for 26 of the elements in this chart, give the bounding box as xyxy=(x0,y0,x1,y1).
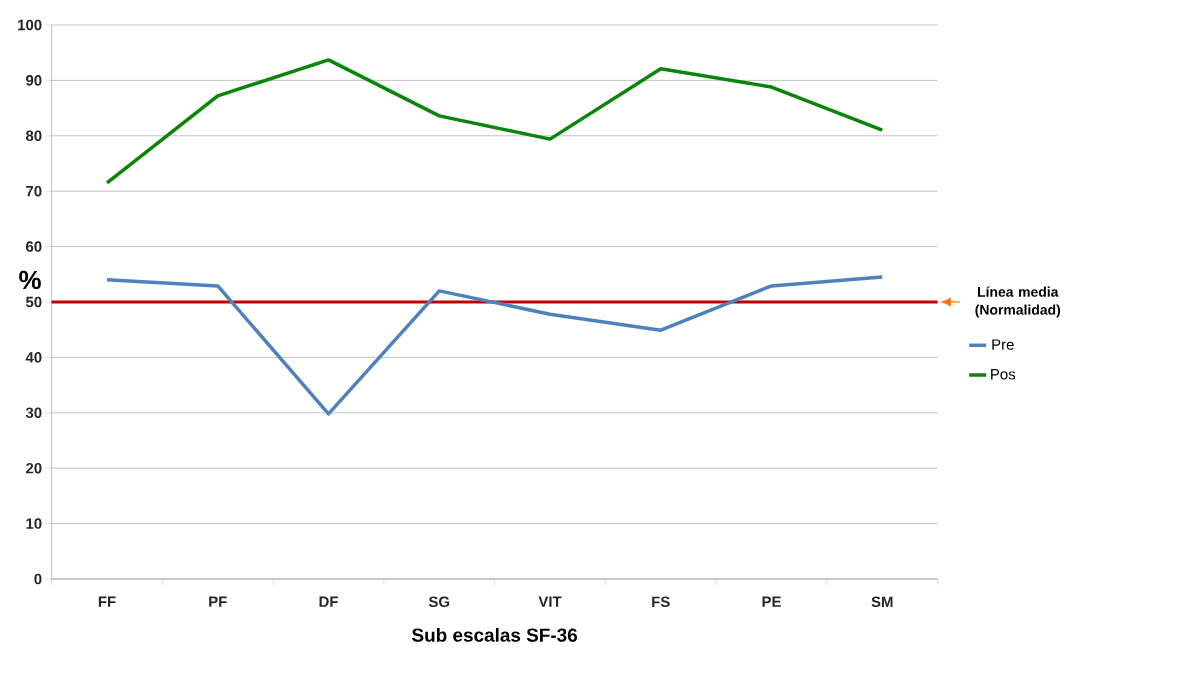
x-axis-title: Sub escalas SF-36 xyxy=(412,627,578,642)
line-series xyxy=(105,275,885,416)
y-tick-label: 90 xyxy=(26,75,42,86)
y-tick-label: 40 xyxy=(25,352,42,363)
y-tick-label: 70 xyxy=(26,185,42,197)
x-tick-label: VIT xyxy=(538,596,562,607)
y-tick-label: 50 xyxy=(25,296,42,308)
y-tick-label: 80 xyxy=(25,130,42,142)
line-series xyxy=(105,58,885,185)
y-tick-label: 20 xyxy=(26,462,42,474)
ref-line-label: Línea media (Normalidad) xyxy=(975,286,1061,318)
y-tick-label: 30 xyxy=(25,407,42,419)
x-tick-label: FS xyxy=(652,596,670,608)
y-tick-label: 100 xyxy=(18,19,42,31)
y-axis-title: % xyxy=(19,270,41,290)
x-tick-label: DF xyxy=(319,596,338,607)
y-tick-label: 60 xyxy=(26,241,42,252)
y-tick-label: 10 xyxy=(26,518,42,529)
x-tick-label: FF xyxy=(98,596,116,607)
x-tick-label: SG xyxy=(428,596,450,608)
x-tick-label: SM xyxy=(871,596,893,608)
legend-label: Pre xyxy=(992,339,1014,350)
x-tick-label: PE xyxy=(762,596,781,607)
legend-label: Pos xyxy=(991,369,1016,380)
y-tick-label: 0 xyxy=(34,573,42,585)
x-tick-label: PF xyxy=(209,596,227,607)
